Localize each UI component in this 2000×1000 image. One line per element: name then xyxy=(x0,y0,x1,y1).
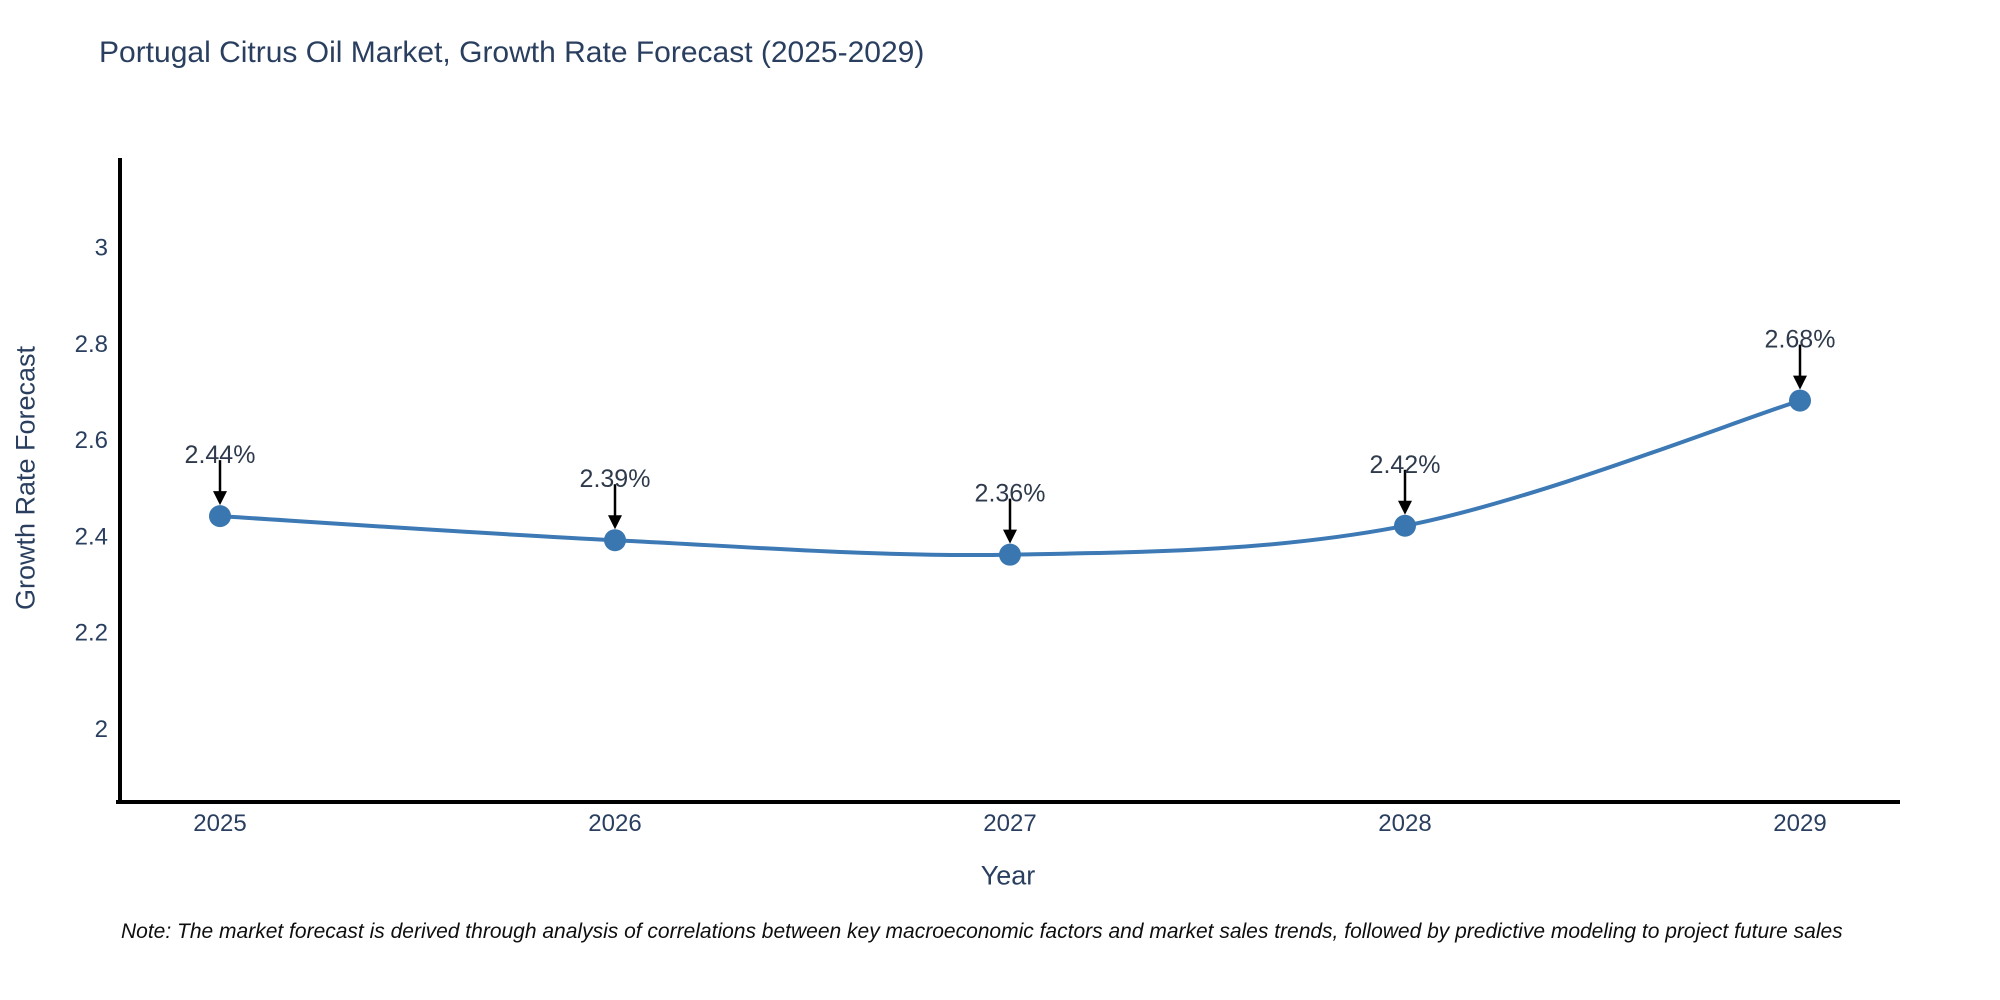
annotation-arrow-head xyxy=(608,515,622,530)
y-tick-label: 2.2 xyxy=(75,620,108,647)
annotation-label: 2.39% xyxy=(580,465,651,493)
x-tick-label: 2027 xyxy=(983,810,1036,837)
y-tick-label: 2.8 xyxy=(75,331,108,358)
y-tick-label: 2.4 xyxy=(75,523,108,550)
annotation-arrow-head xyxy=(1793,375,1807,390)
annotation-arrow-head xyxy=(1003,529,1017,544)
data-point-marker xyxy=(1394,514,1416,537)
annotation-label: 2.44% xyxy=(185,441,256,469)
data-point-marker xyxy=(209,505,231,528)
x-tick-label: 2025 xyxy=(193,810,246,837)
x-tick-label: 2029 xyxy=(1773,810,1826,837)
y-tick-label: 3 xyxy=(95,235,108,262)
annotation-arrow-head xyxy=(1398,500,1412,515)
data-point-marker xyxy=(999,543,1021,566)
annotation-label: 2.68% xyxy=(1765,326,1836,354)
x-tick-label: 2026 xyxy=(588,810,641,837)
footnote: Note: The market forecast is derived thr… xyxy=(121,920,1843,943)
chart-title: Portugal Citrus Oil Market, Growth Rate … xyxy=(99,36,925,69)
annotation-label: 2.42% xyxy=(1370,451,1441,479)
annotation-arrow-head xyxy=(213,491,227,506)
data-point-marker xyxy=(604,529,626,552)
data-point-marker xyxy=(1789,389,1811,412)
y-tick-label: 2.6 xyxy=(75,427,108,454)
x-axis-title: Year xyxy=(980,860,1036,891)
x-tick-label: 2028 xyxy=(1378,810,1431,837)
annotation-label: 2.36% xyxy=(975,480,1046,508)
y-tick-label: 2 xyxy=(95,716,108,743)
